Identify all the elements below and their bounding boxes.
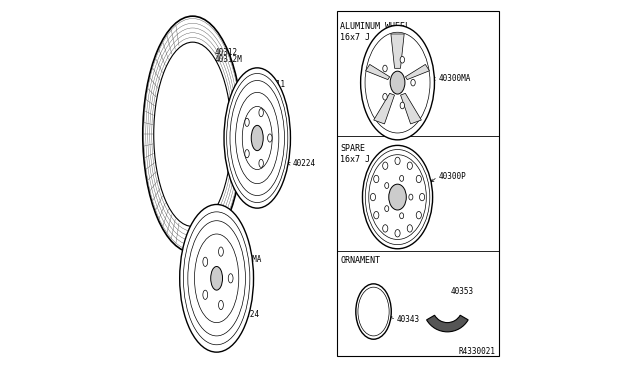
Text: 40300P: 40300P bbox=[438, 172, 466, 181]
Text: 40311: 40311 bbox=[215, 231, 238, 240]
Ellipse shape bbox=[399, 213, 404, 219]
Ellipse shape bbox=[374, 175, 379, 183]
Ellipse shape bbox=[154, 42, 232, 227]
Ellipse shape bbox=[252, 125, 263, 151]
Ellipse shape bbox=[395, 157, 400, 164]
Ellipse shape bbox=[356, 284, 391, 339]
Text: 40300MA: 40300MA bbox=[230, 255, 262, 264]
Polygon shape bbox=[365, 64, 390, 80]
Ellipse shape bbox=[224, 68, 291, 208]
Bar bbox=[337, 11, 499, 356]
Ellipse shape bbox=[400, 57, 404, 63]
Ellipse shape bbox=[218, 247, 223, 256]
Text: 40312M: 40312M bbox=[215, 55, 243, 64]
Text: NISSAN: NISSAN bbox=[362, 309, 385, 314]
Text: 16x7 J: 16x7 J bbox=[340, 155, 371, 164]
Text: ORNAMENT: ORNAMENT bbox=[340, 256, 380, 265]
Ellipse shape bbox=[203, 290, 207, 299]
Text: R4330021: R4330021 bbox=[458, 347, 495, 356]
Ellipse shape bbox=[407, 162, 412, 169]
Wedge shape bbox=[427, 315, 468, 332]
Ellipse shape bbox=[203, 257, 207, 266]
Ellipse shape bbox=[383, 93, 387, 100]
Ellipse shape bbox=[245, 118, 249, 126]
Ellipse shape bbox=[400, 102, 404, 109]
Ellipse shape bbox=[409, 194, 413, 200]
Text: ALUMINUM WHEEL: ALUMINUM WHEEL bbox=[340, 22, 410, 31]
Text: 40312: 40312 bbox=[215, 48, 238, 57]
Polygon shape bbox=[391, 34, 404, 68]
Ellipse shape bbox=[360, 25, 435, 140]
Ellipse shape bbox=[383, 65, 387, 72]
Text: 40343: 40343 bbox=[397, 315, 420, 324]
Ellipse shape bbox=[180, 205, 253, 352]
Ellipse shape bbox=[407, 225, 412, 232]
Text: 40300MA: 40300MA bbox=[438, 74, 470, 83]
Ellipse shape bbox=[419, 193, 425, 201]
Ellipse shape bbox=[383, 162, 388, 169]
Ellipse shape bbox=[416, 211, 421, 219]
Text: 40224: 40224 bbox=[292, 159, 316, 169]
Text: 40300P: 40300P bbox=[244, 92, 272, 101]
Ellipse shape bbox=[416, 175, 421, 183]
Ellipse shape bbox=[228, 274, 233, 283]
Polygon shape bbox=[374, 93, 394, 124]
Ellipse shape bbox=[371, 193, 376, 201]
Ellipse shape bbox=[388, 184, 406, 210]
Ellipse shape bbox=[211, 266, 223, 290]
Ellipse shape bbox=[268, 134, 272, 142]
Ellipse shape bbox=[385, 183, 388, 189]
Ellipse shape bbox=[385, 206, 388, 212]
Polygon shape bbox=[405, 64, 429, 80]
Text: 40353: 40353 bbox=[451, 287, 474, 296]
Text: SPARE: SPARE bbox=[340, 144, 365, 153]
Ellipse shape bbox=[362, 145, 433, 249]
Text: 40224: 40224 bbox=[237, 310, 260, 319]
Ellipse shape bbox=[390, 71, 405, 94]
Ellipse shape bbox=[259, 109, 263, 117]
Text: 16x7 J: 16x7 J bbox=[340, 33, 371, 42]
Text: 40311: 40311 bbox=[263, 80, 286, 89]
Polygon shape bbox=[401, 93, 421, 124]
Ellipse shape bbox=[383, 225, 388, 232]
Ellipse shape bbox=[245, 150, 249, 158]
Ellipse shape bbox=[218, 300, 223, 310]
Ellipse shape bbox=[399, 176, 404, 181]
Ellipse shape bbox=[374, 211, 379, 219]
Ellipse shape bbox=[143, 16, 243, 253]
Ellipse shape bbox=[411, 79, 415, 86]
Ellipse shape bbox=[259, 159, 263, 167]
Ellipse shape bbox=[395, 230, 400, 237]
